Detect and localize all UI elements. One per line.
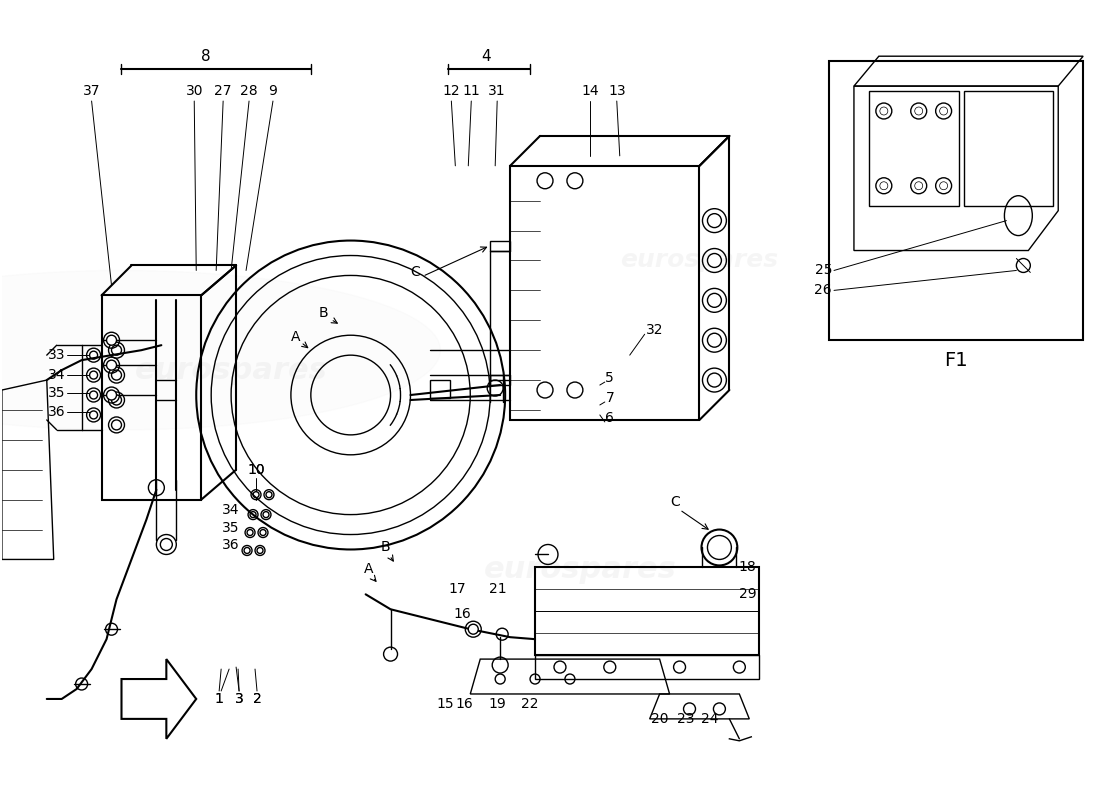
Text: 3: 3 <box>234 692 243 706</box>
Text: 35: 35 <box>222 521 240 534</box>
Text: 12: 12 <box>442 84 460 98</box>
Text: 4: 4 <box>482 49 491 64</box>
Text: 34: 34 <box>48 368 66 382</box>
Circle shape <box>244 547 250 554</box>
Text: 10: 10 <box>248 462 265 477</box>
Circle shape <box>107 335 117 345</box>
Text: 1: 1 <box>214 692 223 706</box>
Circle shape <box>707 214 722 228</box>
Polygon shape <box>121 659 196 739</box>
Text: B: B <box>381 541 390 554</box>
Circle shape <box>248 530 253 535</box>
Polygon shape <box>491 241 510 250</box>
Text: F1: F1 <box>944 350 967 370</box>
Circle shape <box>266 492 272 498</box>
Circle shape <box>161 538 173 550</box>
Text: 1: 1 <box>214 692 223 706</box>
Text: eurospares: eurospares <box>620 249 779 273</box>
Text: 36: 36 <box>222 538 240 553</box>
Text: 34: 34 <box>222 502 240 517</box>
Polygon shape <box>491 375 510 385</box>
Text: 17: 17 <box>449 582 466 596</box>
Circle shape <box>469 624 478 634</box>
Circle shape <box>260 530 266 535</box>
Circle shape <box>915 182 923 190</box>
Polygon shape <box>0 270 440 430</box>
Circle shape <box>89 371 98 379</box>
Text: 37: 37 <box>82 84 100 98</box>
Text: C: C <box>410 266 420 279</box>
Bar <box>535 567 759 655</box>
Text: 19: 19 <box>488 697 506 711</box>
Circle shape <box>107 360 117 370</box>
Text: eurospares: eurospares <box>484 555 676 584</box>
Circle shape <box>880 182 888 190</box>
Text: 20: 20 <box>651 712 669 726</box>
Circle shape <box>939 182 947 190</box>
Circle shape <box>250 512 256 518</box>
Circle shape <box>107 390 117 400</box>
Text: 6: 6 <box>605 411 614 425</box>
Text: 16: 16 <box>455 697 473 711</box>
Text: 2: 2 <box>253 692 262 706</box>
Text: B: B <box>319 306 329 320</box>
Text: 15: 15 <box>437 697 454 711</box>
Text: A: A <box>364 562 373 577</box>
Circle shape <box>939 107 947 115</box>
Text: C: C <box>671 494 681 509</box>
Text: 16: 16 <box>453 607 471 622</box>
Text: 8: 8 <box>201 49 211 64</box>
Text: 36: 36 <box>48 405 66 419</box>
Text: 18: 18 <box>738 561 756 574</box>
Text: 13: 13 <box>608 84 626 98</box>
Circle shape <box>89 411 98 419</box>
Circle shape <box>880 107 888 115</box>
Text: 32: 32 <box>646 323 663 338</box>
Circle shape <box>707 334 722 347</box>
Circle shape <box>89 391 98 399</box>
Text: eurospares: eurospares <box>134 356 328 385</box>
Text: 29: 29 <box>738 587 756 602</box>
Text: 7: 7 <box>605 391 614 405</box>
Text: 28: 28 <box>240 84 257 98</box>
Circle shape <box>111 370 121 380</box>
Text: 9: 9 <box>268 84 277 98</box>
Text: 30: 30 <box>186 84 204 98</box>
Bar <box>430 380 450 398</box>
Text: 25: 25 <box>814 263 832 278</box>
Text: 33: 33 <box>48 348 66 362</box>
Circle shape <box>89 351 98 359</box>
Circle shape <box>111 395 121 405</box>
Circle shape <box>263 512 270 518</box>
Text: 23: 23 <box>676 712 694 726</box>
Circle shape <box>111 345 121 355</box>
Text: 27: 27 <box>214 84 232 98</box>
Text: 5: 5 <box>605 371 614 385</box>
Text: 11: 11 <box>462 84 480 98</box>
Text: 26: 26 <box>814 283 832 298</box>
Circle shape <box>111 420 121 430</box>
Text: 14: 14 <box>581 84 598 98</box>
Text: 22: 22 <box>521 697 539 711</box>
Text: 10: 10 <box>248 462 265 477</box>
Text: 3: 3 <box>234 692 243 706</box>
Text: 31: 31 <box>488 84 506 98</box>
Text: 24: 24 <box>701 712 718 726</box>
Text: A: A <box>292 330 300 344</box>
Circle shape <box>253 492 258 498</box>
Text: 21: 21 <box>490 582 507 596</box>
Text: 2: 2 <box>253 692 262 706</box>
Text: 35: 35 <box>48 386 66 400</box>
Circle shape <box>915 107 923 115</box>
Circle shape <box>707 294 722 307</box>
Circle shape <box>707 254 722 267</box>
Circle shape <box>707 373 722 387</box>
Circle shape <box>257 547 263 554</box>
